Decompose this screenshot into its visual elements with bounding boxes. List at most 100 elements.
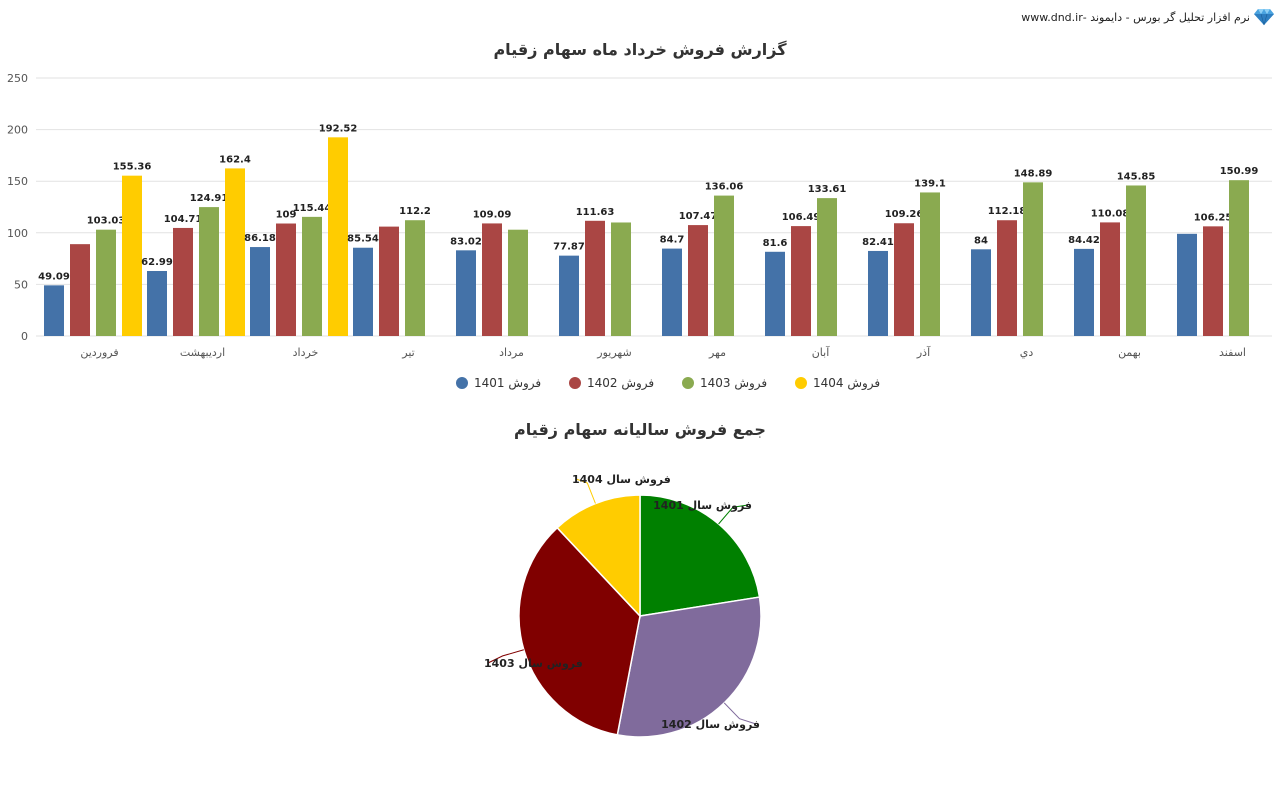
bar-data-label: 150.99 xyxy=(1220,166,1259,177)
legend-marker xyxy=(682,377,694,389)
bar xyxy=(302,216,322,336)
bar-data-label: 86.18 xyxy=(244,233,276,244)
x-category-label: اسفند xyxy=(1219,346,1246,359)
bar-data-label: 112.18 xyxy=(988,206,1027,217)
bar xyxy=(894,223,914,336)
bar-data-label: 106.25 xyxy=(1194,212,1233,223)
bar xyxy=(791,226,811,336)
bar xyxy=(688,225,708,336)
pie-slice xyxy=(616,596,762,738)
bar-data-label: 111.63 xyxy=(576,207,615,218)
diamond-icon xyxy=(1254,9,1274,26)
pie-slice-label: فروش سال 1404 xyxy=(572,473,671,486)
bar-data-label: 106.49 xyxy=(782,212,821,223)
bar-chart-title: گزارش فروش خرداد ماه سهام زقیام xyxy=(493,40,787,59)
legend-marker xyxy=(569,377,581,389)
bar xyxy=(920,192,940,336)
bar xyxy=(714,195,734,336)
pie-leader-line xyxy=(723,702,757,725)
bar-data-label: 110.08 xyxy=(1091,208,1130,219)
pie-chart: فروش سال 1401 فروش سال 1402 فروش سال 1403 ف… xyxy=(484,473,762,738)
pie-chart-title: جمع فروش سالیانه سهام زقیام xyxy=(514,420,766,439)
pie-slice-label: فروش سال 1403 xyxy=(484,657,583,670)
bar xyxy=(328,137,348,336)
bar-data-label: 77.87 xyxy=(553,242,585,253)
bar xyxy=(765,251,785,336)
x-category-label: دي xyxy=(1020,346,1034,359)
bar-data-label: 104.71 xyxy=(164,214,203,225)
bar-data-label: 82.41 xyxy=(862,237,894,248)
bar xyxy=(1100,222,1120,336)
legend-label: فروش 1403 xyxy=(700,376,767,391)
bar xyxy=(199,207,219,336)
bar xyxy=(1126,185,1146,336)
legend-label: فروش 1401 xyxy=(474,376,541,391)
x-category-label: مهر xyxy=(708,346,726,359)
bar-data-label: 148.89 xyxy=(1014,168,1053,179)
bar xyxy=(353,247,373,336)
legend-marker xyxy=(456,377,468,389)
bar-data-label: 107.47 xyxy=(679,211,718,222)
pie-leader-line xyxy=(487,649,524,664)
bar xyxy=(1074,248,1094,336)
bar xyxy=(1177,233,1197,336)
bar xyxy=(44,285,64,336)
y-tick-label: 50 xyxy=(14,278,28,291)
bar xyxy=(971,249,991,336)
bar xyxy=(456,250,476,336)
bar xyxy=(1203,226,1223,336)
bar xyxy=(70,244,90,336)
legend-label: فروش 1402 xyxy=(587,376,654,391)
bar xyxy=(585,220,605,336)
x-category-label: فروردین xyxy=(80,346,118,359)
y-tick-label: 250 xyxy=(7,72,28,85)
bar-data-label: 84.7 xyxy=(660,235,685,246)
pie-slice xyxy=(518,526,641,736)
bar xyxy=(96,229,116,336)
brand-text: نرم افزار تحلیل گر بورس - دایموند -www.d… xyxy=(1021,10,1250,24)
bar xyxy=(1023,182,1043,336)
bar xyxy=(559,255,579,336)
bar-data-label: 62.99 xyxy=(141,257,173,268)
bar-data-label: 139.1 xyxy=(914,178,946,189)
bar-data-label: 124.91 xyxy=(190,193,229,204)
bar-data-label: 84 xyxy=(974,235,988,246)
bar xyxy=(997,220,1017,336)
bar-data-label: 49.09 xyxy=(38,271,70,282)
bar-data-label: 81.6 xyxy=(763,238,788,249)
y-tick-label: 150 xyxy=(7,175,28,188)
bar-data-label: 115.44 xyxy=(293,203,332,214)
bar-data-label: 84.42 xyxy=(1068,235,1100,246)
bar xyxy=(868,250,888,336)
y-tick-label: 100 xyxy=(7,227,28,240)
y-tick-label: 0 xyxy=(21,330,28,343)
x-category-label: آذر xyxy=(916,345,931,359)
bar-data-label: 109.09 xyxy=(473,209,512,220)
bar xyxy=(817,198,837,336)
x-category-label: خرداد xyxy=(293,346,319,359)
bar-data-label: 85.54 xyxy=(347,234,379,245)
x-category-label: مرداد xyxy=(499,346,524,359)
bar xyxy=(122,175,142,336)
bar xyxy=(611,222,631,336)
bar xyxy=(1229,180,1249,336)
bar-data-label: 112.2 xyxy=(399,206,431,217)
bar xyxy=(147,270,167,336)
bar-data-label: 136.06 xyxy=(705,182,744,193)
bar xyxy=(250,247,270,336)
y-tick-label: 200 xyxy=(7,124,28,137)
pie-slice xyxy=(639,494,761,617)
bar xyxy=(225,168,245,336)
bar-data-label: 109 xyxy=(276,210,297,221)
legend-label: فروش 1404 xyxy=(813,376,880,391)
pie-leader-line xyxy=(718,504,749,525)
brand-header: نرم افزار تحلیل گر بورس - دایموند -www.d… xyxy=(1021,6,1274,28)
x-category-label: تیر xyxy=(401,346,414,359)
bar-data-label: 103.03 xyxy=(87,216,126,227)
bar-chart-legend: فروش 1401 فروش 1402 فروش 1403 فروش 1404 xyxy=(456,376,880,391)
bar xyxy=(482,223,502,336)
x-category-label: اردیبهشت xyxy=(180,346,225,359)
bar-data-label: 145.85 xyxy=(1117,171,1156,182)
bar-data-label: 192.52 xyxy=(319,123,358,134)
